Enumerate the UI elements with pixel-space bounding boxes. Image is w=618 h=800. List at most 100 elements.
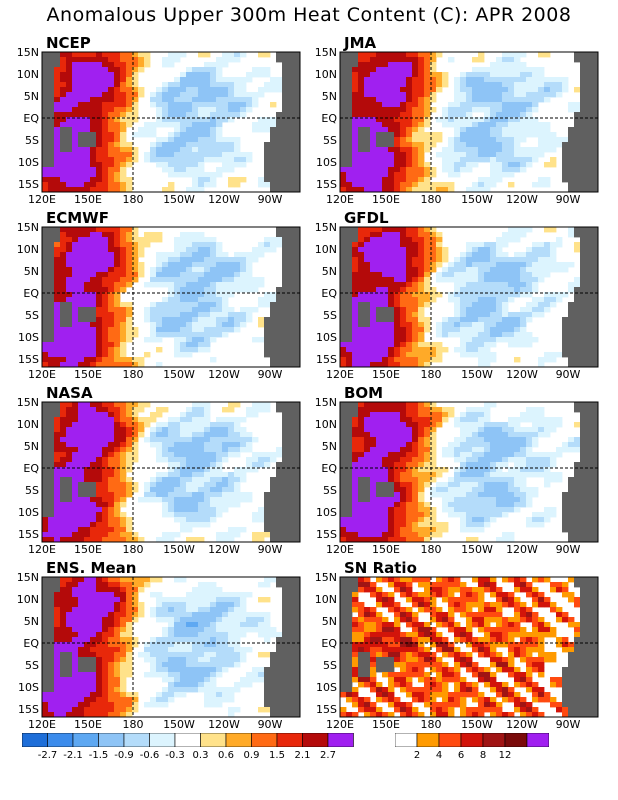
- heatmap-cell: [54, 167, 61, 173]
- heatmap-cell: [174, 102, 181, 108]
- heatmap-cell: [352, 172, 359, 178]
- heatmap-cell: [556, 77, 563, 83]
- heatmap-cell: [72, 402, 79, 408]
- heatmap-cell: [126, 432, 133, 438]
- heatmap-cell: [562, 142, 569, 148]
- heatmap-cell: [418, 247, 425, 253]
- heatmap-cell: [114, 252, 121, 258]
- heatmap-cell: [222, 252, 229, 258]
- heatmap-cell: [508, 107, 515, 113]
- heatmap-cell: [114, 187, 121, 193]
- x-tick-label: 180: [420, 193, 442, 206]
- heatmap-cell: [156, 332, 163, 338]
- heatmap-cell: [108, 227, 115, 233]
- heatmap-cell: [60, 532, 67, 538]
- heatmap-cell: [472, 337, 479, 343]
- heatmap-cell: [562, 177, 569, 183]
- heatmap-cell: [204, 462, 211, 468]
- heatmap-cell: [78, 77, 85, 83]
- heatmap-cell: [234, 497, 241, 503]
- heatmap-cell: [586, 327, 593, 333]
- heatmap-cell: [430, 227, 437, 233]
- heatmap-cell: [364, 402, 371, 408]
- heatmap-cell: [382, 137, 389, 143]
- heatmap-cell: [84, 227, 91, 233]
- heatmap-cell: [276, 487, 283, 493]
- heatmap-cell: [174, 97, 181, 103]
- heatmap-cell: [382, 332, 389, 338]
- heatmap-cell: [204, 407, 211, 413]
- heatmap-cell: [394, 357, 401, 363]
- heatmap-cell: [282, 532, 289, 538]
- heatmap-cell: [358, 182, 365, 188]
- x-tick-label: 120W: [208, 193, 240, 206]
- heatmap-cell: [520, 97, 527, 103]
- heatmap-cell: [592, 187, 599, 193]
- heatmap-cell: [484, 307, 491, 313]
- heatmap-cell: [60, 332, 67, 338]
- heatmap-cell: [472, 82, 479, 88]
- heatmap-cell: [210, 147, 217, 153]
- heatmap-cell: [520, 257, 527, 263]
- heatmap-cell: [204, 52, 211, 58]
- heatmap-cell: [186, 262, 193, 268]
- heatmap-cell: [48, 262, 55, 268]
- heatmap-cell: [132, 112, 139, 118]
- heatmap-cell: [174, 507, 181, 513]
- heatmap-cell: [484, 357, 491, 363]
- heatmap-cell: [120, 67, 127, 73]
- heatmap-cell: [496, 172, 503, 178]
- heatmap-cell: [288, 332, 295, 338]
- heatmap-cell: [352, 347, 359, 353]
- heatmap-cell: [42, 237, 49, 243]
- heatmap-cell: [84, 302, 91, 308]
- heatmap-cell: [42, 447, 49, 453]
- y-tick-label: 5S: [323, 309, 337, 322]
- heatmap-cell: [288, 267, 295, 273]
- heatmap-cell: [270, 487, 277, 493]
- heatmap-cell: [192, 412, 199, 418]
- heatmap-cell: [264, 342, 271, 348]
- heatmap-cell: [412, 362, 419, 368]
- heatmap-cell: [72, 417, 79, 423]
- heatmap-cell: [352, 412, 359, 418]
- heatmap-cell: [592, 127, 599, 133]
- heatmap-cell: [568, 227, 575, 233]
- heatmap-cell: [186, 287, 193, 293]
- heatmap-cell: [198, 407, 205, 413]
- heatmap-cell: [454, 262, 461, 268]
- heatmap-cell: [114, 327, 121, 333]
- heatmap-cell: [108, 162, 115, 168]
- heatmap-cell: [264, 512, 271, 518]
- heatmap-cell: [454, 107, 461, 113]
- heatmap-cell: [282, 417, 289, 423]
- heatmap-cell: [96, 497, 103, 503]
- heatmap-cell: [162, 152, 169, 158]
- heatmap-cell: [108, 92, 115, 98]
- heatmap-cell: [42, 517, 49, 523]
- heatmap-cell: [526, 257, 533, 263]
- heatmap-cell: [448, 327, 455, 333]
- heatmap-cell: [126, 467, 133, 473]
- heatmap-cell: [120, 327, 127, 333]
- heatmap-cell: [84, 437, 91, 443]
- heatmap-cell: [490, 337, 497, 343]
- heatmap-cell: [490, 117, 497, 123]
- heatmap-cell: [126, 537, 133, 543]
- heatmap-cell: [568, 137, 575, 143]
- heatmap-cell: [198, 172, 205, 178]
- heatmap-cell: [526, 262, 533, 268]
- heatmap-cell: [234, 487, 241, 493]
- heatmap-cell: [282, 97, 289, 103]
- heatmap-cell: [388, 362, 395, 368]
- heatmap-cell: [352, 427, 359, 433]
- heatmap-cell: [382, 57, 389, 63]
- heatmap-cell: [276, 537, 283, 543]
- heatmap-cell: [352, 247, 359, 253]
- heatmap-cell: [586, 57, 593, 63]
- heatmap-cell: [192, 332, 199, 338]
- heatmap-cell: [168, 317, 175, 323]
- heatmap-cell: [90, 337, 97, 343]
- heatmap-cell: [84, 122, 91, 128]
- heatmap-cell: [150, 487, 157, 493]
